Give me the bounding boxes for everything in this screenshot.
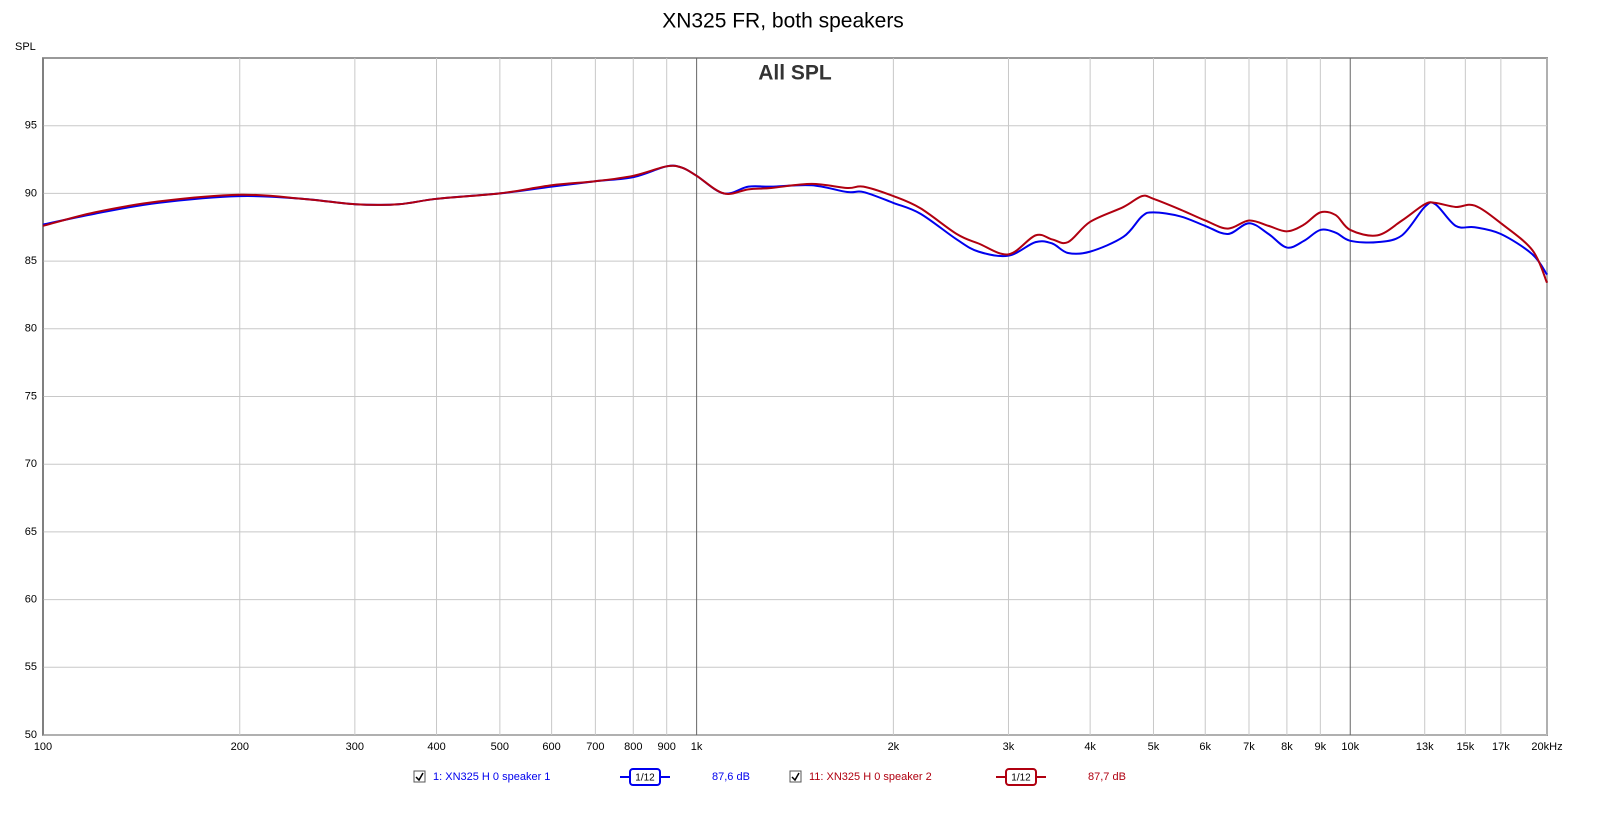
data-line xyxy=(42,164,1548,284)
legend-label: 11: XN325 H 0 speaker 2 xyxy=(809,771,932,783)
y-tick-label: 65 xyxy=(25,526,37,538)
x-tick-label: 5k xyxy=(1148,741,1160,753)
y-tick-label: 55 xyxy=(25,661,37,673)
x-tick-label: 100 xyxy=(34,741,52,753)
y-tick-label: 80 xyxy=(25,323,37,335)
x-tick-label: 800 xyxy=(624,741,642,753)
legend-checkbox[interactable] xyxy=(413,770,426,783)
x-tick-label: 7k xyxy=(1243,741,1255,753)
x-tick-label: 15k xyxy=(1456,741,1474,753)
x-tick-label: 20kHz xyxy=(1531,741,1562,753)
x-tick-label: 9k xyxy=(1315,741,1327,753)
x-tick-label: 600 xyxy=(542,741,560,753)
y-tick-label: 85 xyxy=(25,255,37,267)
legend-smoothing: 1/12 xyxy=(1011,773,1031,784)
annotation: All SPL xyxy=(758,62,832,85)
legend-check xyxy=(791,772,800,782)
legend-smoothing: 1/12 xyxy=(635,773,655,784)
legend-checkbox[interactable] xyxy=(789,770,802,783)
y-tick-label: 90 xyxy=(25,187,37,199)
legend-check xyxy=(415,772,424,782)
x-tick-label: 700 xyxy=(586,741,604,753)
x-tick-label: 6k xyxy=(1199,741,1211,753)
x-tick-label: 900 xyxy=(658,741,676,753)
y-tick-label: 95 xyxy=(25,120,37,132)
legend-label: 1: XN325 H 0 speaker 1 xyxy=(433,771,550,783)
legend-level: 87,7 dB xyxy=(1088,771,1126,783)
x-tick-label: 10k xyxy=(1341,741,1359,753)
x-tick-label: 300 xyxy=(346,741,364,753)
x-tick-label: 8k xyxy=(1281,741,1293,753)
x-tick-label: 500 xyxy=(491,741,509,753)
x-tick-label: 13k xyxy=(1416,741,1434,753)
x-tick-label: 1k xyxy=(691,741,703,753)
x-tick-label: 4k xyxy=(1084,741,1096,753)
x-tick-label: 2k xyxy=(888,741,900,753)
x-tick-label: 400 xyxy=(427,741,445,753)
x-tick-label: 200 xyxy=(231,741,249,753)
y-tick-label: 70 xyxy=(25,458,37,470)
x-tick-label: 3k xyxy=(1003,741,1015,753)
chart-title: XN325 FR, both speakers xyxy=(662,10,904,33)
legend-smoothing-box xyxy=(629,768,661,786)
legend-level: 87,6 dB xyxy=(712,771,750,783)
x-tick-label: 17k xyxy=(1492,741,1510,753)
y-axis-label: SPL xyxy=(15,41,36,53)
legend-smoothing-box xyxy=(1005,768,1037,786)
y-tick-label: 50 xyxy=(25,729,37,741)
y-tick-label: 75 xyxy=(25,390,37,402)
y-tick-label: 60 xyxy=(25,594,37,606)
